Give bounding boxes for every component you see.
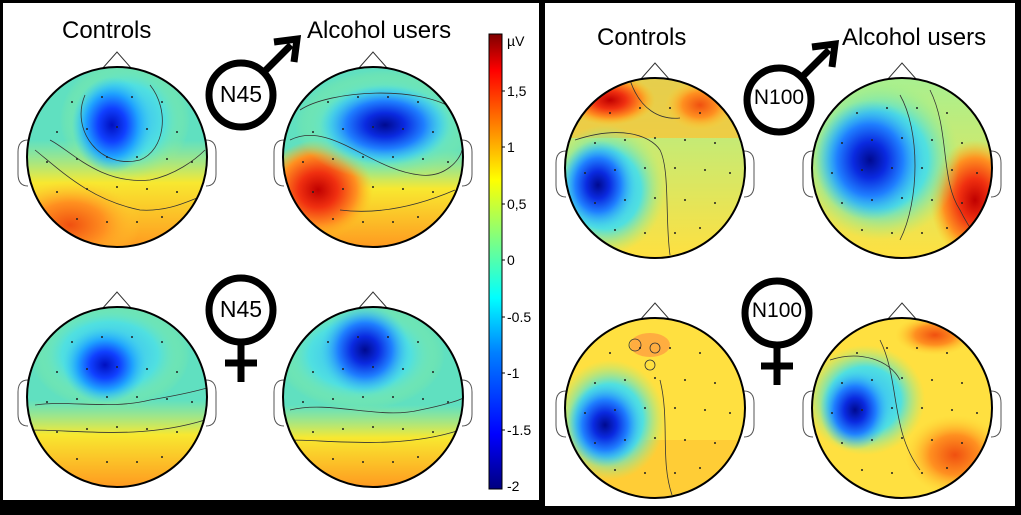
topomap-n100-female-controls — [555, 302, 755, 499]
colorbar-tick: 0 — [507, 252, 515, 268]
topomap-n100-female-alcohol — [802, 302, 1002, 499]
topomap-n45-male-alcohol — [273, 51, 473, 248]
colorbar-tick: 1,5 — [507, 83, 527, 99]
colorbar-unit: µV — [507, 33, 525, 49]
topomap-n100-male-alcohol — [802, 62, 1002, 259]
component-label-male-right: N100 — [753, 86, 805, 109]
colorbar-gradient — [488, 33, 503, 490]
topomap-n45-female-alcohol — [273, 291, 473, 488]
topomap-n45-female-controls — [17, 291, 217, 488]
topomap-n100-male-controls — [555, 62, 755, 259]
colorbar — [488, 33, 505, 490]
component-label-female-right: N100 — [751, 299, 803, 322]
colorbar-tick: -1 — [507, 365, 520, 381]
column-label-alcohol-right: Alcohol users — [842, 24, 987, 51]
colorbar-tick: 1 — [507, 139, 515, 155]
component-label-female-left: N45 — [219, 296, 263, 322]
column-label-controls-left: Controls — [62, 17, 152, 44]
colorbar-tick: -1.5 — [507, 422, 532, 438]
column-label-controls-right: Controls — [597, 24, 687, 51]
colorbar-tick: -2 — [507, 478, 520, 494]
colorbar-tick: -0.5 — [507, 309, 532, 325]
component-label-male-left: N45 — [219, 81, 263, 107]
male-symbol-icon — [743, 39, 840, 136]
topomap-n45-male-controls — [17, 51, 217, 248]
female-symbol-icon — [205, 274, 277, 382]
female-symbol-icon — [741, 277, 813, 385]
column-label-alcohol-left: Alcohol users — [307, 17, 452, 44]
colorbar-tick: 0,5 — [507, 196, 527, 212]
male-symbol-icon — [205, 34, 302, 131]
